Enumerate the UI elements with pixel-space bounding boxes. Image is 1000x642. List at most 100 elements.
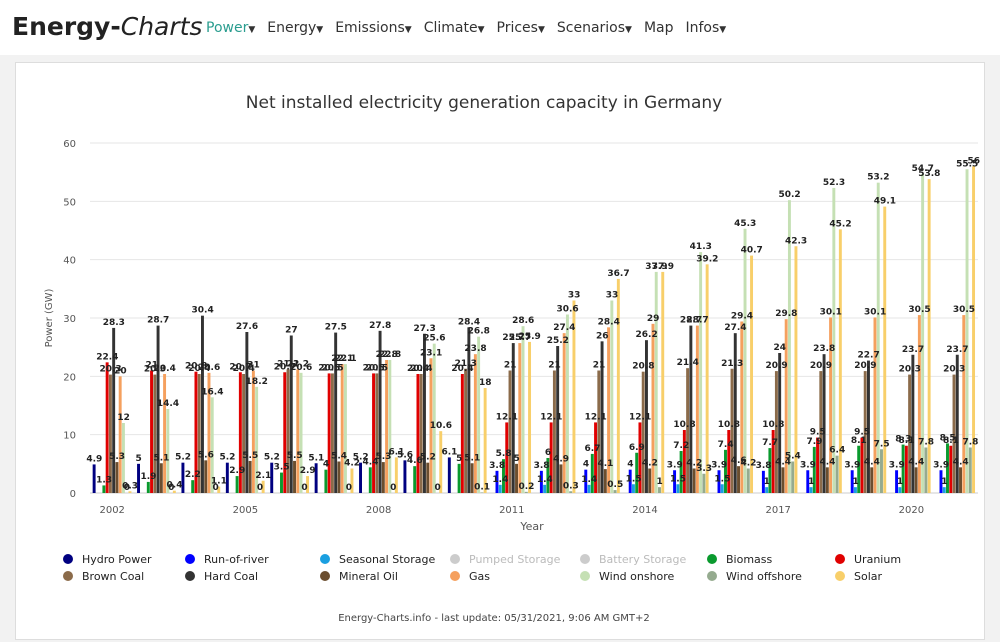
bar xyxy=(201,315,204,493)
menu-item[interactable]: Emissions xyxy=(335,20,405,36)
legend-label[interactable]: Hard Coal xyxy=(204,570,258,583)
caret: ▼ xyxy=(719,25,727,35)
bar xyxy=(210,397,214,493)
legend-label[interactable]: Wind onshore xyxy=(599,570,675,583)
legend-marker xyxy=(450,554,460,564)
value-label: 8.3 xyxy=(895,435,911,445)
value-label: 23.1 xyxy=(420,348,442,358)
brand[interactable]: Energy-Charts xyxy=(12,12,202,41)
bar xyxy=(502,459,505,493)
bar xyxy=(832,187,836,493)
brand-bold: Energy- xyxy=(12,12,121,41)
legend-label[interactable]: Pumped Storage xyxy=(469,553,561,566)
legend-label[interactable]: Brown Coal xyxy=(82,570,144,583)
value-label: 7.2 xyxy=(673,441,689,451)
value-label: 25.9 xyxy=(519,332,541,342)
bar xyxy=(761,470,765,493)
value-label: 20.5 xyxy=(318,363,340,373)
value-label: 18.2 xyxy=(246,377,268,387)
legend-label[interactable]: Seasonal Storage xyxy=(339,553,435,566)
bar xyxy=(829,317,833,493)
legend-label[interactable]: Wind offshore xyxy=(726,570,802,583)
bar xyxy=(419,374,423,493)
value-label: 4.4 xyxy=(864,457,880,467)
bar xyxy=(296,369,300,493)
value-label: 4.9 xyxy=(86,454,102,464)
value-label: 21.3 xyxy=(721,359,743,369)
bar xyxy=(385,360,389,493)
bar xyxy=(181,462,185,493)
bar xyxy=(835,455,839,493)
value-label: 56 xyxy=(967,156,980,166)
value-label: 3.9 xyxy=(667,460,683,470)
legend-label[interactable]: Run-of-river xyxy=(204,553,269,566)
value-label: 0 xyxy=(346,483,352,493)
bar xyxy=(511,343,515,493)
value-label: 5.3 xyxy=(376,452,392,462)
value-label: 20.9 xyxy=(854,361,876,371)
bar xyxy=(904,445,908,493)
value-label: 21.4 xyxy=(677,358,699,368)
bar xyxy=(825,467,829,493)
bar xyxy=(645,340,648,493)
value-label: 37.9 xyxy=(645,262,667,272)
value-label: 20.3 xyxy=(99,365,121,375)
legend-marker xyxy=(320,571,330,581)
legend-marker xyxy=(707,571,717,581)
legend-label[interactable]: Battery Storage xyxy=(599,553,686,566)
bar xyxy=(242,374,246,493)
bar xyxy=(197,374,201,493)
bar xyxy=(280,472,283,493)
bar xyxy=(146,481,150,493)
x-tick-label: 2008 xyxy=(366,505,391,516)
bar xyxy=(616,278,620,493)
bar xyxy=(508,370,512,493)
value-label: 16.4 xyxy=(201,387,223,397)
legend-label[interactable]: Gas xyxy=(469,570,490,583)
menu-item[interactable]: Prices xyxy=(496,20,538,36)
menu-item[interactable]: Energy xyxy=(267,20,317,36)
menu-item[interactable]: Climate xyxy=(423,20,478,36)
value-label: 0.3 xyxy=(122,481,138,491)
bar xyxy=(191,480,195,493)
bar xyxy=(543,484,547,493)
value-label: 4.2 xyxy=(344,459,360,469)
value-label: 21 xyxy=(548,361,561,371)
value-label: 30.6 xyxy=(556,305,578,315)
bar xyxy=(166,409,170,493)
legend-label[interactable]: Uranium xyxy=(854,553,901,566)
legend-label[interactable]: Mineral Oil xyxy=(339,570,398,583)
bar xyxy=(470,463,474,493)
value-label: 1.5 xyxy=(714,474,730,484)
menu-item[interactable]: Scenarios xyxy=(556,20,626,36)
menu: Power▼ Energy▼ Emissions▼ Climate▼ Prices▼ Sc… xyxy=(206,20,738,36)
footer: Energy-Charts.info - last update: 05/31/… xyxy=(338,613,650,624)
value-label: 36.7 xyxy=(607,269,629,279)
value-label: 30.4 xyxy=(192,306,214,316)
bar xyxy=(225,462,229,493)
value-label: 1.9 xyxy=(140,472,156,482)
bar xyxy=(286,369,290,493)
bar xyxy=(92,464,96,493)
value-label: 8.1 xyxy=(851,436,867,446)
value-label: 22.8 xyxy=(376,350,398,360)
bar xyxy=(388,360,392,493)
legend-label[interactable]: Hydro Power xyxy=(82,553,152,566)
bar xyxy=(426,462,430,493)
value-label: 20.7 xyxy=(229,362,251,372)
value-label: 3.8 xyxy=(756,461,772,471)
bar xyxy=(737,466,740,493)
menu-item[interactable]: Infos xyxy=(685,20,720,36)
legend-label[interactable]: Biomass xyxy=(726,553,773,566)
bar xyxy=(857,445,861,493)
menu-item[interactable]: Power xyxy=(206,20,249,36)
value-label: 20.4 xyxy=(154,364,176,374)
caret: ▼ xyxy=(625,25,632,35)
x-tick-label: 2017 xyxy=(765,505,790,516)
legend-label[interactable]: Solar xyxy=(854,570,883,583)
menu-item[interactable]: Map xyxy=(643,20,674,36)
bar xyxy=(610,300,614,493)
value-label: 4.6 xyxy=(731,456,747,466)
value-label: 3.8 xyxy=(534,461,550,471)
value-label: 0 xyxy=(435,483,441,493)
